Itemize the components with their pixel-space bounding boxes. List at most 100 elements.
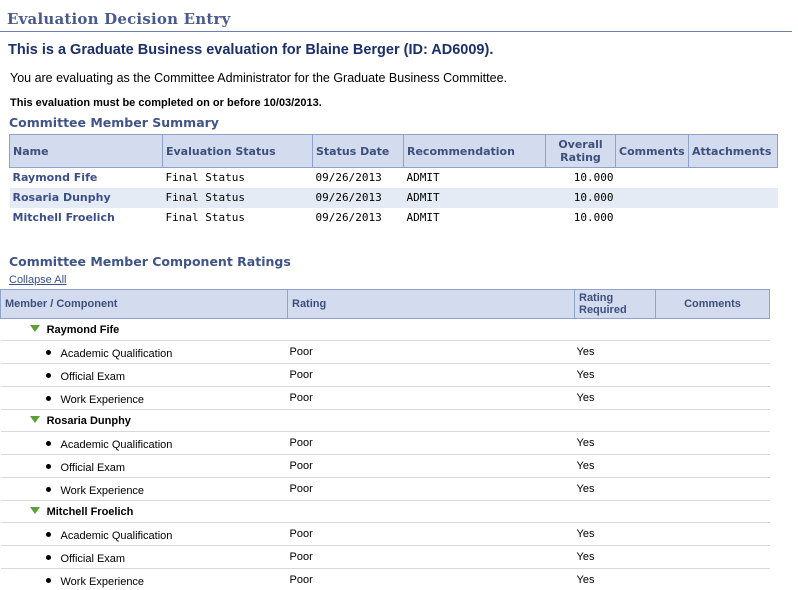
overall-rating: 10.000 — [545, 187, 616, 208]
rating-required: Yes — [574, 363, 656, 387]
attachments-cell — [688, 187, 778, 208]
component-name: Work Experience — [60, 393, 145, 406]
recommendation: ADMIT — [406, 171, 440, 185]
column-header-member-component[interactable]: Member / Component — [0, 289, 288, 319]
column-header-rating[interactable]: Rating — [287, 289, 575, 319]
rating-required: Yes — [574, 545, 656, 569]
evaluation-status: Final Status — [162, 187, 313, 208]
column-header-comments[interactable]: Comments — [615, 134, 689, 168]
bullet-icon — [45, 441, 51, 447]
component-row: Work Experience Poor Yes — [0, 386, 770, 410]
member-name-link[interactable]: Raymond Fife — [12, 171, 98, 185]
component-row: Official Exam Poor Yes — [0, 545, 770, 569]
column-header-name[interactable]: Name — [9, 134, 163, 168]
component-comments — [655, 386, 770, 410]
component-name: Work Experience — [60, 575, 145, 588]
component-ratings-title: Committee Member Component Ratings — [9, 254, 291, 269]
attachments-cell — [689, 168, 778, 188]
column-header-attachments[interactable]: Attachments — [688, 134, 778, 168]
rating-required: Yes — [574, 568, 656, 590]
component-name: Academic Qualification — [60, 529, 173, 542]
rating-required: Yes — [574, 477, 656, 501]
component-rating: Poor — [287, 431, 575, 455]
component-row: Official Exam Poor Yes — [0, 363, 770, 387]
component-name: Academic Qualification — [60, 438, 173, 451]
rating-required: Yes — [574, 340, 656, 364]
overall-rating-header-line1: Overall — [558, 138, 603, 151]
column-header-rating-required[interactable]: Rating Required — [574, 289, 656, 319]
recommendation: ADMIT — [403, 187, 546, 208]
bullet-icon — [45, 396, 51, 402]
component-comments — [655, 545, 770, 569]
member-name-link[interactable]: Mitchell Froelich — [12, 211, 115, 224]
summary-row: Raymond Fife Final Status 09/26/2013 ADM… — [10, 168, 778, 188]
deadline-text: This evaluation must be completed on or … — [10, 97, 322, 109]
summary-header-row: Name Evaluation Status Status Date Recom… — [9, 134, 778, 168]
collapse-all-link[interactable]: Collapse All — [9, 274, 67, 286]
overall-rating: 10.000 — [573, 171, 614, 185]
column-header-recommendation[interactable]: Recommendation — [403, 134, 546, 168]
component-rating: Poor — [287, 477, 575, 501]
comments-cell — [615, 187, 689, 208]
component-comments — [655, 568, 770, 590]
member-summary-title: Committee Member Summary — [9, 115, 219, 130]
member-name-link[interactable]: Rosaria Dunphy — [9, 187, 163, 208]
component-rating: Poor — [287, 568, 575, 590]
evaluation-status: Final Status — [165, 171, 245, 185]
component-comments — [655, 454, 770, 478]
bullet-icon — [45, 464, 51, 470]
rating-required-header-line1: Rating — [579, 292, 614, 304]
component-rating: Poor — [287, 522, 575, 546]
bullet-icon — [45, 578, 51, 584]
member-group-row: Mitchell Froelich — [0, 500, 770, 523]
evaluation-status: Final Status — [165, 211, 245, 224]
overall-rating: 10.000 — [573, 211, 614, 224]
component-comments — [655, 340, 770, 364]
triangle-down-icon[interactable] — [29, 416, 40, 424]
component-name: Work Experience — [60, 484, 145, 497]
rating-required: Yes — [574, 431, 656, 455]
triangle-down-icon[interactable] — [29, 507, 40, 515]
component-rating: Poor — [287, 340, 575, 364]
column-header-comments[interactable]: Comments — [655, 289, 770, 319]
bullet-icon — [45, 487, 51, 493]
component-name: Official Exam — [60, 370, 126, 383]
component-rating: Poor — [287, 545, 575, 569]
member-group-name: Raymond Fife — [46, 323, 120, 336]
component-row: Work Experience Poor Yes — [0, 477, 770, 501]
rating-required: Yes — [574, 454, 656, 478]
title-divider — [0, 31, 792, 32]
component-comments — [655, 522, 770, 546]
overall-rating-header-line2: Rating — [560, 151, 601, 164]
summary-row: Mitchell Froelich Final Status 09/26/201… — [10, 208, 778, 228]
rating-required: Yes — [574, 386, 656, 410]
component-comments — [655, 363, 770, 387]
component-name: Official Exam — [60, 552, 126, 565]
comments-cell — [616, 208, 689, 228]
component-row: Official Exam Poor Yes — [0, 454, 770, 478]
component-comments — [655, 431, 770, 455]
component-row: Academic Qualification Poor Yes — [0, 431, 770, 455]
attachments-cell — [689, 208, 778, 228]
column-header-status-date[interactable]: Status Date — [312, 134, 404, 168]
component-ratings-grid: Member / Component Rating Rating Require… — [0, 289, 770, 590]
component-name: Official Exam — [60, 461, 126, 474]
component-row: Academic Qualification Poor Yes — [0, 340, 770, 364]
rating-required-header-line2: Required — [579, 304, 627, 316]
bullet-icon — [45, 373, 51, 379]
comments-cell — [616, 168, 689, 188]
component-rating: Poor — [287, 363, 575, 387]
triangle-down-icon[interactable] — [29, 325, 40, 333]
column-header-evaluation-status[interactable]: Evaluation Status — [162, 134, 313, 168]
status-date: 09/26/2013 — [312, 187, 404, 208]
rating-required: Yes — [574, 522, 656, 546]
component-row: Work Experience Poor Yes — [0, 568, 770, 590]
column-header-overall-rating[interactable]: Overall Rating — [545, 134, 616, 168]
component-comments — [655, 477, 770, 501]
component-header-row: Member / Component Rating Rating Require… — [0, 289, 770, 319]
member-group-row: Rosaria Dunphy — [0, 409, 770, 432]
member-group-row: Raymond Fife — [0, 318, 770, 341]
component-rating: Poor — [287, 454, 575, 478]
bullet-icon — [45, 532, 51, 538]
bullet-icon — [45, 555, 51, 561]
